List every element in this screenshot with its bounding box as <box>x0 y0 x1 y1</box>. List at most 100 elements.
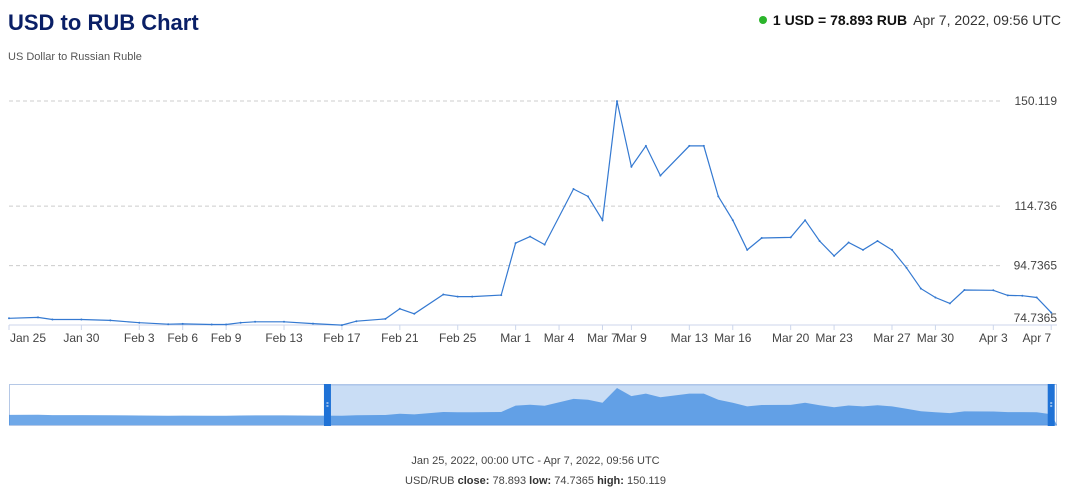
x-tick-label: Feb 3 <box>124 331 155 345</box>
data-point <box>312 322 314 325</box>
x-tick-label: Mar 1 <box>500 331 531 345</box>
x-tick-label: Feb 21 <box>381 331 419 345</box>
y-tick-label: 114.736 <box>1015 199 1058 213</box>
x-tick-label: Feb 25 <box>439 331 477 345</box>
data-point <box>442 293 445 296</box>
x-tick-label: Feb 9 <box>211 331 242 345</box>
data-point <box>239 321 242 324</box>
data-point <box>963 289 966 291</box>
data-point <box>283 320 285 323</box>
data-point <box>992 289 995 292</box>
price-chart[interactable]: 74.7365 94.7365 114.736 150.119 Jan 25 Jan 3… <box>0 80 1071 370</box>
data-point <box>138 321 141 324</box>
quote-timestamp: Apr 7, 2022, 09:56 UTC <box>913 12 1061 28</box>
data-point <box>919 287 922 290</box>
x-tick-label: Mar 30 <box>917 331 955 345</box>
data-point <box>876 240 879 242</box>
data-point <box>413 312 416 315</box>
data-point <box>1021 294 1024 297</box>
data-point <box>891 248 893 251</box>
data-point <box>1006 294 1009 297</box>
data-point <box>905 266 908 269</box>
data-point <box>514 242 517 245</box>
live-quote: 1 USD = 78.893 RUB Apr 7, 2022, 09:56 UT… <box>758 12 1061 28</box>
data-point <box>1035 296 1038 299</box>
data-point <box>833 254 836 257</box>
data-point <box>500 294 503 297</box>
data-point <box>789 236 792 239</box>
data-point <box>355 320 358 323</box>
data-point <box>529 235 532 238</box>
data-point <box>80 318 83 321</box>
data-point <box>659 174 662 177</box>
chart-subtitle: US Dollar to Russian Ruble <box>8 51 142 63</box>
data-point <box>167 323 170 326</box>
data-point <box>384 317 387 320</box>
data-point <box>254 320 257 323</box>
x-tick-label: Mar 16 <box>714 331 752 345</box>
data-point <box>587 195 589 198</box>
data-point <box>731 219 734 222</box>
navigator-right-handle[interactable] <box>1047 384 1055 426</box>
navigator-left-handle[interactable] <box>323 384 331 426</box>
footer-low-value: 74.7365 <box>554 475 594 487</box>
data-point <box>616 100 618 103</box>
x-tick-label: Feb 17 <box>323 331 361 345</box>
data-point <box>934 296 937 299</box>
data-point <box>688 144 691 147</box>
footer-low-label: low: <box>529 475 552 487</box>
x-tick-label: Mar 23 <box>815 331 853 345</box>
navigator-area <box>9 388 1057 425</box>
handle-bar[interactable] <box>1047 384 1055 426</box>
data-point <box>37 316 39 319</box>
chart-title: USD to RUB Chart <box>8 10 199 35</box>
footer-high-value: 150.119 <box>627 475 666 487</box>
x-axis-ticks: Jan 25 Jan 30 Feb 3 Feb 6 Feb 9 Feb 13 Feb 17 F… <box>8 325 1052 345</box>
x-tick-label: Mar 4 <box>544 331 575 345</box>
data-point <box>109 319 112 322</box>
y-tick-label: 150.119 <box>1015 94 1058 108</box>
footer-range: Jan 25, 2022, 00:00 UTC - Apr 7, 2022, 0… <box>411 455 660 467</box>
data-point <box>1050 311 1053 314</box>
data-point <box>8 317 10 320</box>
footer-pair: USD/RUB <box>405 475 455 487</box>
y-axis-ticks: 74.7365 94.7365 114.736 150.119 <box>1014 94 1058 325</box>
data-point <box>456 295 459 298</box>
handle-bar[interactable] <box>323 384 331 426</box>
data-point <box>717 195 720 198</box>
x-tick-label: Mar 7 <box>587 331 618 345</box>
series-points <box>8 100 1053 327</box>
x-tick-label: Feb 13 <box>265 331 303 345</box>
x-tick-label: Mar 27 <box>873 331 911 345</box>
data-point <box>760 237 763 239</box>
x-tick-label: Feb 6 <box>167 331 198 345</box>
x-tick-label: Mar 20 <box>772 331 810 345</box>
data-point <box>862 248 864 251</box>
data-point <box>181 322 184 325</box>
footer-close-value: 78.893 <box>492 475 527 487</box>
footer-stats: USD/RUB close: 78.893 low: 74.7365 high:… <box>0 475 1071 487</box>
data-point <box>572 188 575 190</box>
y-tick-label: 94.7365 <box>1014 259 1058 273</box>
x-tick-label: Mar 13 <box>671 331 709 345</box>
data-point <box>225 323 228 326</box>
data-point <box>210 323 213 326</box>
x-tick-label: Mar 9 <box>616 331 647 345</box>
x-tick-label: Apr 7 <box>1023 331 1052 345</box>
data-point <box>471 295 474 298</box>
data-point <box>340 324 343 327</box>
y-tick-label: 74.7365 <box>1014 311 1058 325</box>
footer-close-label: close: <box>457 475 490 487</box>
range-navigator[interactable] <box>9 384 1057 426</box>
data-point <box>818 240 821 242</box>
live-status-dot <box>758 16 767 24</box>
data-point <box>948 302 951 305</box>
data-point <box>543 243 546 246</box>
current-rate: 1 USD = 78.893 RUB <box>772 12 908 28</box>
series-line-usd-rub[interactable] <box>8 100 1052 326</box>
gridlines <box>9 100 1003 267</box>
x-tick-label: Jan 25 <box>10 331 46 345</box>
x-tick-label: Apr 3 <box>979 331 1008 345</box>
data-point <box>630 165 633 168</box>
x-tick-label: Jan 30 <box>63 331 99 345</box>
